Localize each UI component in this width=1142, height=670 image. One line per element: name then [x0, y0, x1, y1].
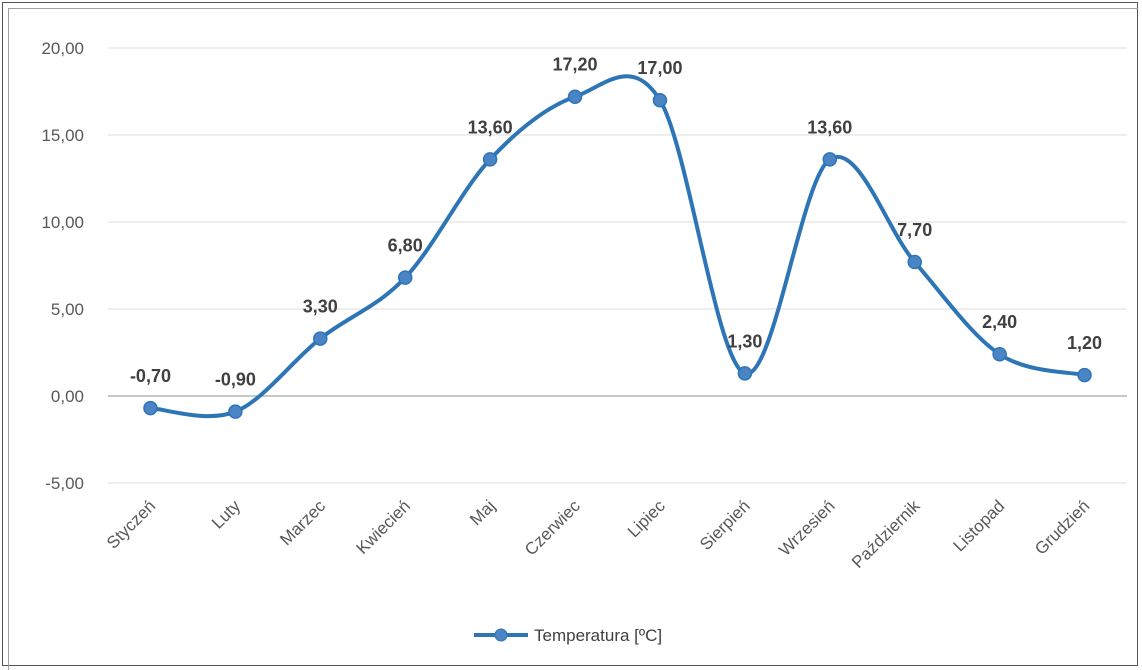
data-label: 1,30 — [727, 331, 762, 351]
y-axis: -5,00 0,00 5,00 10,00 15,00 20,00 — [41, 39, 84, 493]
x-tick-label: Lipiec — [624, 496, 669, 541]
x-tick-label: Październik — [848, 496, 924, 572]
data-markers — [143, 89, 1092, 419]
x-tick-label: Styczeń — [103, 496, 159, 552]
data-label: 7,70 — [897, 220, 932, 240]
x-tick-label: Czerwiec — [521, 496, 584, 559]
y-tick-label: 5,00 — [51, 300, 84, 319]
data-label: 13,60 — [468, 117, 513, 137]
legend-label: Temperatura [ºC] — [534, 626, 662, 645]
data-point — [822, 152, 838, 167]
legend-swatch-marker — [494, 628, 508, 642]
data-point — [992, 346, 1007, 362]
x-tick-label: Luty — [208, 496, 245, 533]
x-tick-label: Maj — [466, 496, 499, 529]
data-point — [567, 89, 583, 104]
data-point — [907, 254, 922, 270]
chart-inner-border — [8, 8, 1138, 670]
y-tick-label: 0,00 — [51, 387, 84, 406]
data-point — [228, 404, 243, 419]
data-point — [143, 400, 158, 416]
x-axis: Styczeń Luty Marzec Kwiecień Maj Czerwiec Lipi… — [103, 496, 1093, 572]
data-point — [1077, 367, 1092, 383]
data-point — [482, 152, 498, 167]
data-point — [652, 92, 668, 108]
data-labels: -0,70 -0,90 3,30 6,80 13,60 17,20 17,00 1,30 13,… — [130, 55, 1102, 390]
gridlines — [108, 47, 1127, 484]
data-label: 3,30 — [303, 297, 338, 317]
data-label: -0,90 — [215, 370, 256, 390]
data-point — [313, 331, 328, 346]
x-tick-label: Listopad — [950, 496, 1009, 555]
legend: Temperatura [ºC] — [474, 626, 662, 645]
x-tick-label: Marzec — [276, 496, 329, 549]
data-label: 6,80 — [388, 236, 423, 256]
y-tick-label: -5,00 — [45, 474, 84, 493]
series-line-temperatura — [148, 74, 1087, 419]
data-label: 17,00 — [637, 58, 682, 78]
y-tick-label: 20,00 — [41, 39, 84, 58]
y-tick-label: 10,00 — [41, 213, 84, 232]
x-tick-label: Sierpień — [696, 496, 754, 554]
data-point — [397, 270, 413, 285]
data-point — [737, 366, 753, 381]
data-label: 2,40 — [982, 312, 1017, 332]
data-label: 13,60 — [807, 117, 852, 137]
data-label: 17,20 — [553, 55, 598, 75]
x-tick-label: Wrzesień — [775, 496, 838, 559]
x-tick-label: Kwiecień — [352, 496, 414, 558]
y-tick-label: 15,00 — [41, 126, 84, 145]
data-label: 1,20 — [1067, 333, 1102, 353]
x-tick-label: Grudzień — [1031, 496, 1093, 558]
data-label: -0,70 — [130, 366, 171, 386]
